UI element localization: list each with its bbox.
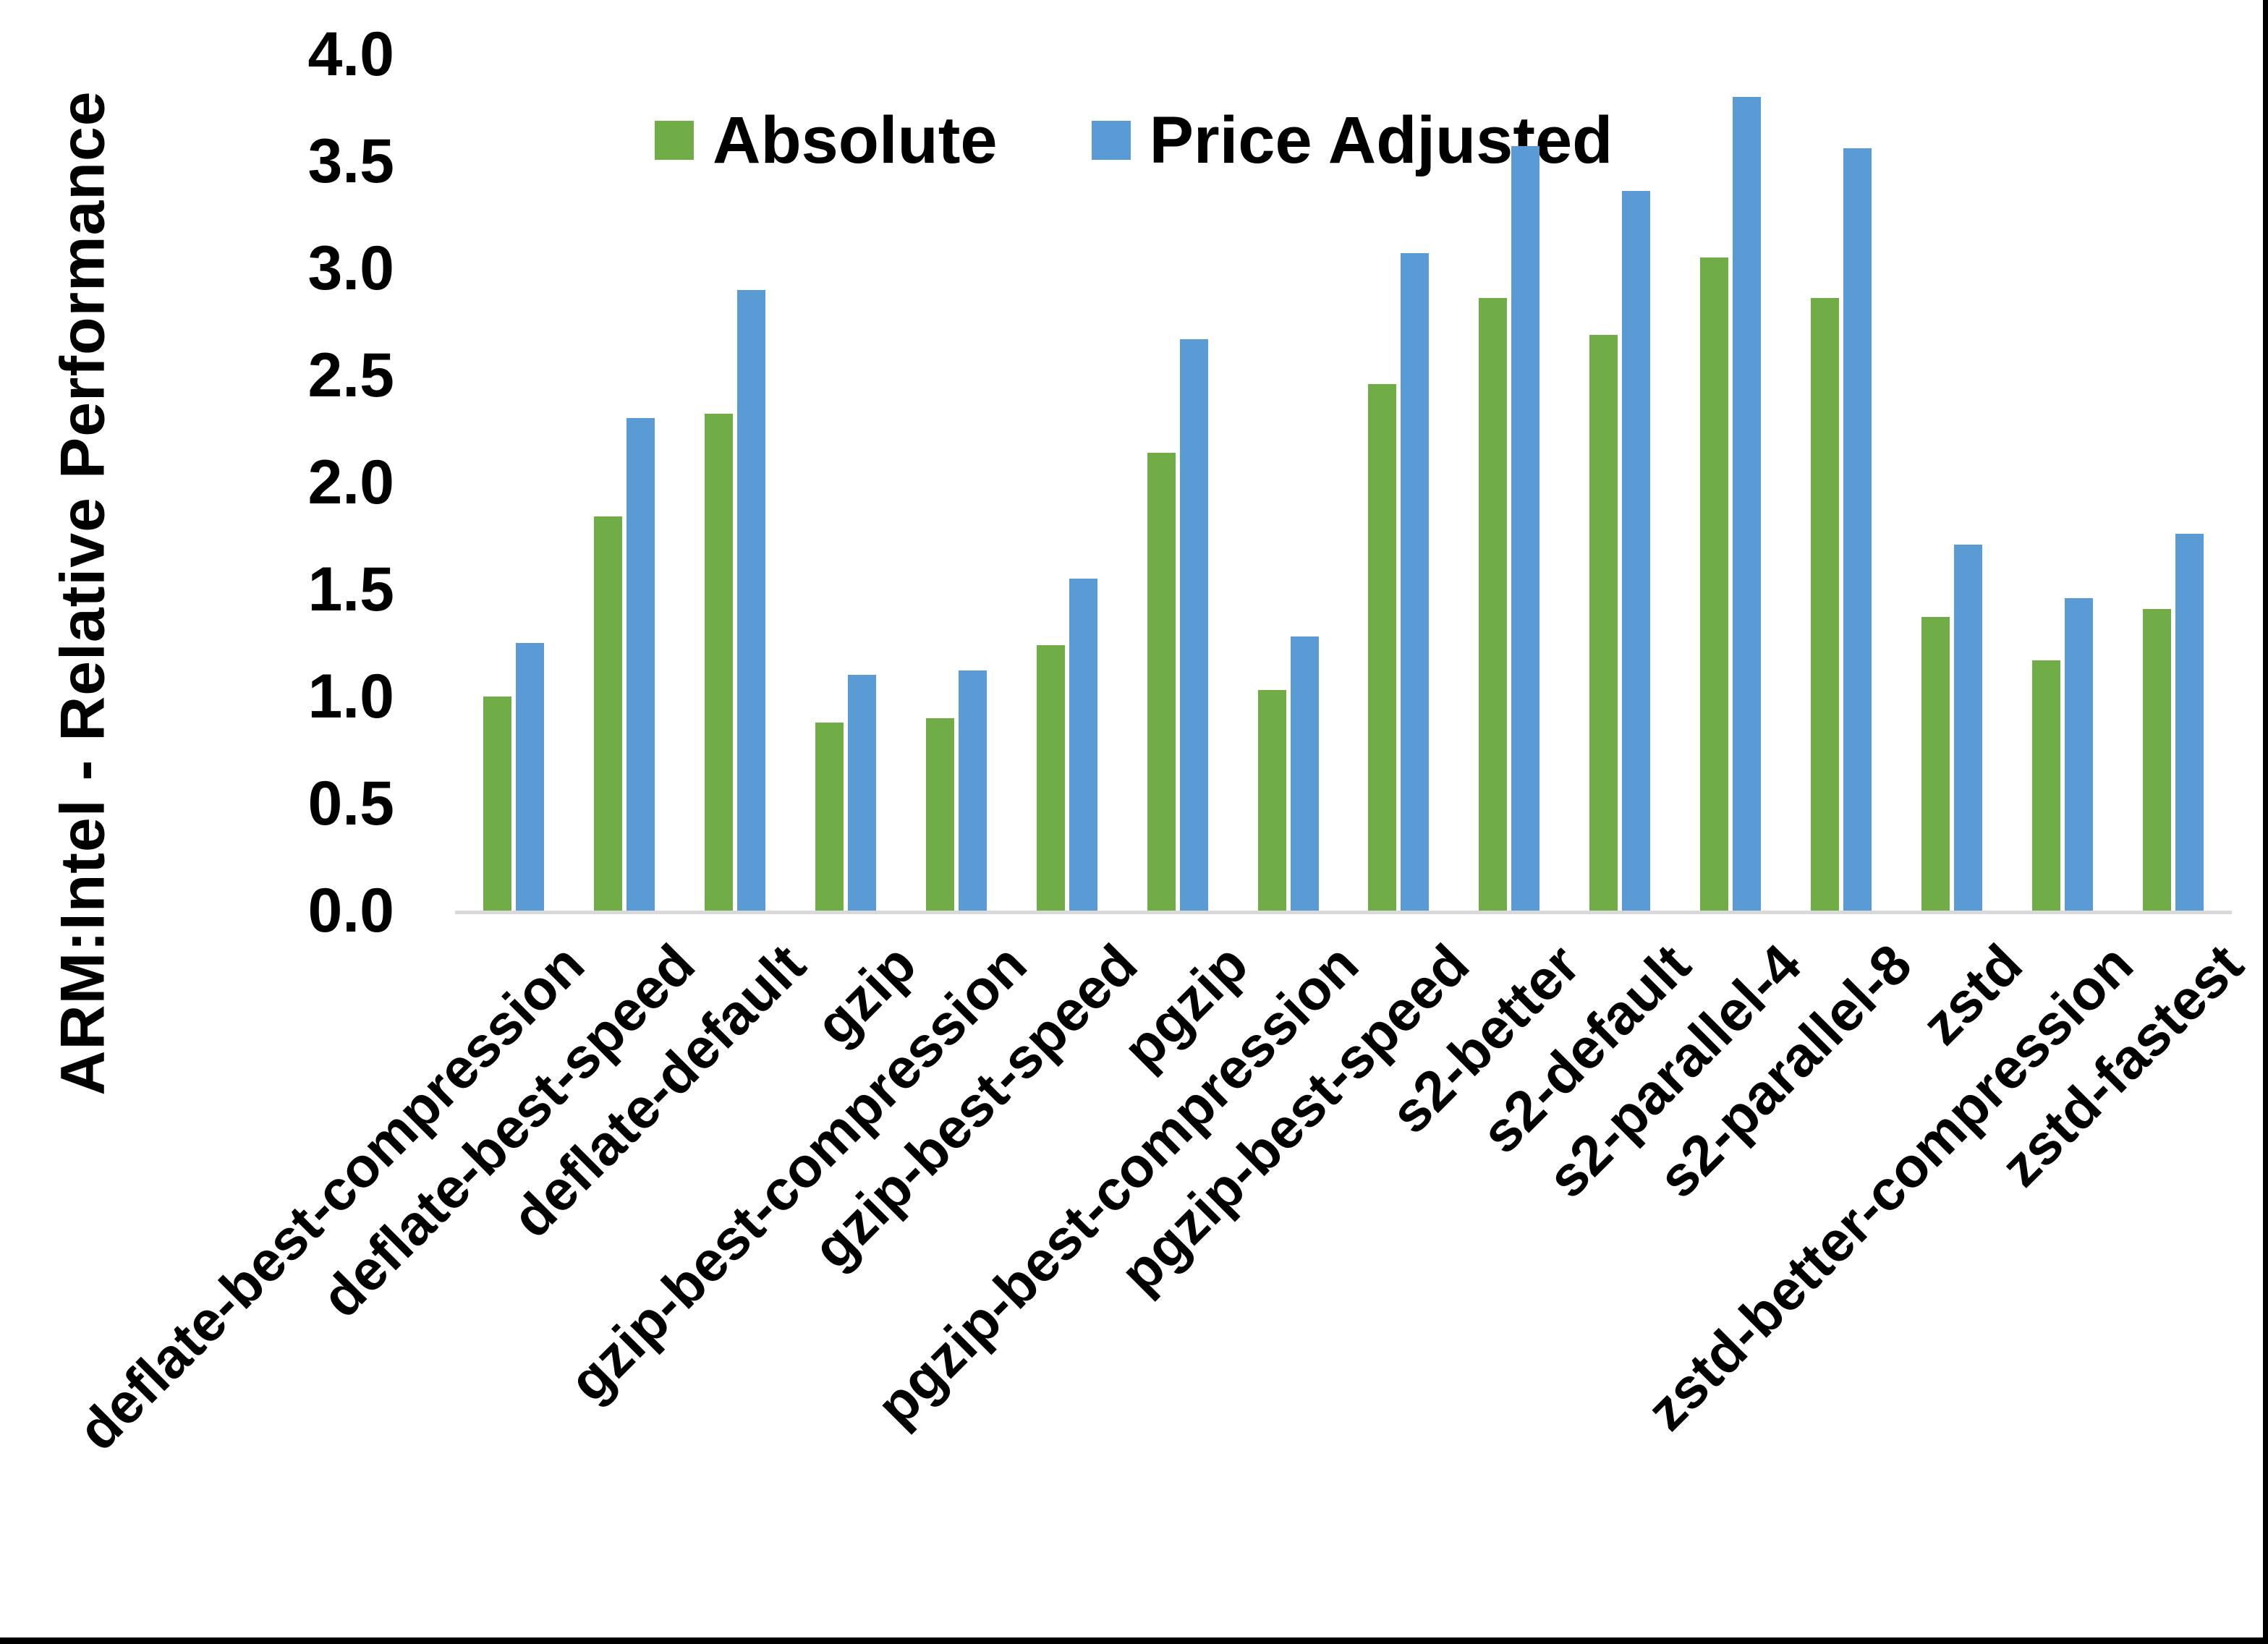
bar-absolute-deflate-best-compression [483,697,512,911]
bar-absolute-deflate-default [705,414,734,911]
bar-absolute-gzip [815,722,844,911]
y-tick-label: 0.0 [307,876,394,945]
bar-price-adjusted-gzip-best-compression [958,670,987,911]
bar-price-adjusted-pgzip-best-compression [1290,636,1319,911]
bar-price-adjusted-deflate-default [737,289,766,911]
legend-label-price-adjusted: Price Adjusted [1149,103,1613,177]
bar-absolute-pgzip-best-speed [1368,383,1397,911]
bar-price-adjusted-gzip [848,675,877,911]
bar-price-adjusted-zstd [1953,544,1982,911]
legend-swatch-absolute [655,121,694,160]
bar-price-adjusted-gzip-best-speed [1069,579,1097,911]
bar-price-adjusted-zstd-better-compression [2064,597,2093,911]
bar-absolute-deflate-best-speed [594,516,623,911]
y-tick-label: 1.5 [307,555,394,624]
bar-absolute-s2-default [1589,334,1618,911]
y-tick-label: 2.5 [307,341,394,410]
legend-label-absolute: Absolute [713,103,998,177]
bar-absolute-pgzip [1147,452,1176,911]
slide-border-right [2263,0,2268,1644]
bar-absolute-s2-parallel-8 [1810,298,1839,911]
slide-border-bottom [0,1637,2268,1644]
y-tick-label: 3.5 [307,127,394,196]
y-axis-title: ARM:Intel - Relative Performance [48,90,118,1096]
bar-absolute-zstd [1921,617,1950,911]
bar-absolute-zstd-better-compression [2031,660,2060,911]
bar-absolute-gzip-best-compression [925,717,954,911]
bar-price-adjusted-s2-better [1511,146,1540,911]
y-tick-label: 2.0 [307,448,394,517]
bar-absolute-s2-parallel-4 [1700,257,1729,911]
bar-price-adjusted-deflate-best-speed [627,418,655,911]
bar-absolute-s2-better [1479,298,1508,911]
y-tick-label: 1.0 [307,662,394,731]
legend-swatch-price-adjusted [1091,121,1131,160]
y-tick-label: 3.0 [307,234,394,303]
legend: Absolute Price Adjusted [655,107,1613,174]
legend-item-absolute: Absolute [655,107,998,174]
bar-absolute-gzip-best-speed [1036,644,1065,911]
bar-price-adjusted-s2-default [1622,191,1651,911]
y-tick-label: 4.0 [307,20,394,89]
x-axis-line [455,911,2232,914]
bar-absolute-zstd-fastest [2142,608,2171,911]
bar-price-adjusted-pgzip [1179,338,1208,911]
bar-price-adjusted-s2-parallel-8 [1843,148,1872,911]
bar-price-adjusted-deflate-best-compression [516,643,545,911]
bar-price-adjusted-s2-parallel-4 [1733,97,1762,911]
y-tick-label: 0.5 [307,769,394,838]
bar-absolute-pgzip-best-compression [1257,690,1286,911]
bar-price-adjusted-zstd-fastest [2175,534,2204,911]
bar-price-adjusted-pgzip-best-speed [1401,253,1430,911]
